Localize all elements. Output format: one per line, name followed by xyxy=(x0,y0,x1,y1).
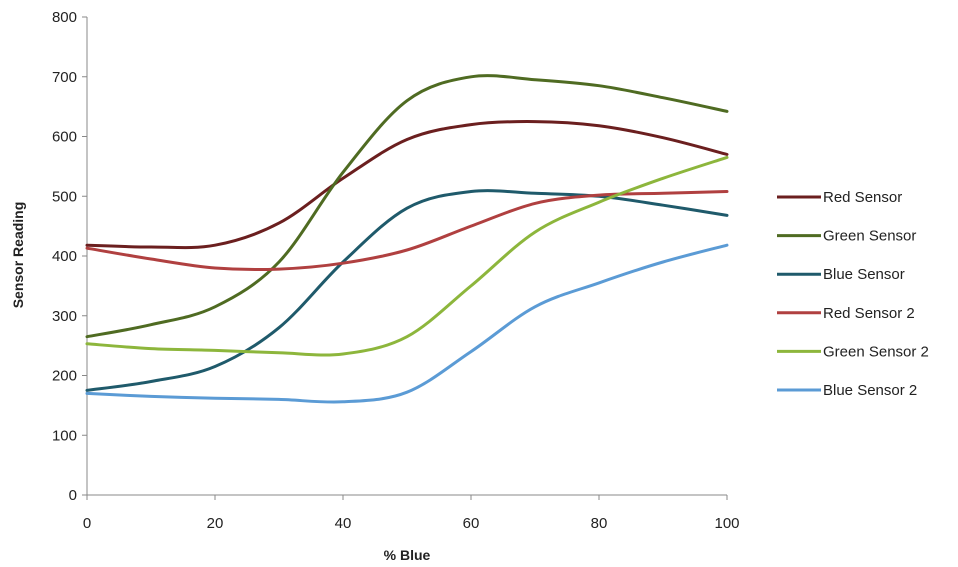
series-line-green-sensor-2 xyxy=(85,155,729,357)
y-tick-label: 700 xyxy=(52,69,77,86)
x-tick-label: 100 xyxy=(714,515,739,532)
legend-label-red-sensor: Red Sensor xyxy=(823,189,902,206)
y-tick-label: 500 xyxy=(52,188,77,205)
series-line-red-sensor-2 xyxy=(85,190,729,272)
series-line-red-sensor xyxy=(85,120,729,250)
y-tick-label: 600 xyxy=(52,129,77,146)
series-line-blue-sensor-2 xyxy=(85,243,729,404)
y-tick-label: 800 xyxy=(52,9,77,26)
y-tick-label: 400 xyxy=(52,248,77,265)
y-tick-label: 300 xyxy=(52,308,77,325)
axes: 0 100 200 300 400 500 600 700 800 0 20 40 60 80 100 xyxy=(52,9,740,532)
series-line-blue-sensor xyxy=(85,189,729,392)
legend-label-red-sensor-2: Red Sensor 2 xyxy=(823,305,915,322)
series-layer xyxy=(85,74,729,404)
series-line-green-sensor xyxy=(85,74,729,339)
legend-label-green-sensor: Green Sensor xyxy=(823,228,916,245)
y-tick-label: 100 xyxy=(52,427,77,444)
y-axis-title: Sensor Reading xyxy=(10,202,26,309)
legend-label-blue-sensor-2: Blue Sensor 2 xyxy=(823,382,917,399)
y-tick-label: 200 xyxy=(52,368,77,385)
legend-label-blue-sensor: Blue Sensor xyxy=(823,266,905,283)
x-tick-label: 40 xyxy=(335,515,352,532)
x-tick-label: 60 xyxy=(463,515,480,532)
y-tick-label: 0 xyxy=(69,487,77,504)
x-tick-label: 20 xyxy=(207,515,224,532)
x-tick-label: 0 xyxy=(83,515,91,532)
x-axis-title: % Blue xyxy=(384,547,431,563)
legend: Red Sensor Green Sensor Blue Sensor Red Sen… xyxy=(777,189,929,399)
x-tick-label: 80 xyxy=(591,515,608,532)
legend-label-green-sensor-2: Green Sensor 2 xyxy=(823,343,929,360)
